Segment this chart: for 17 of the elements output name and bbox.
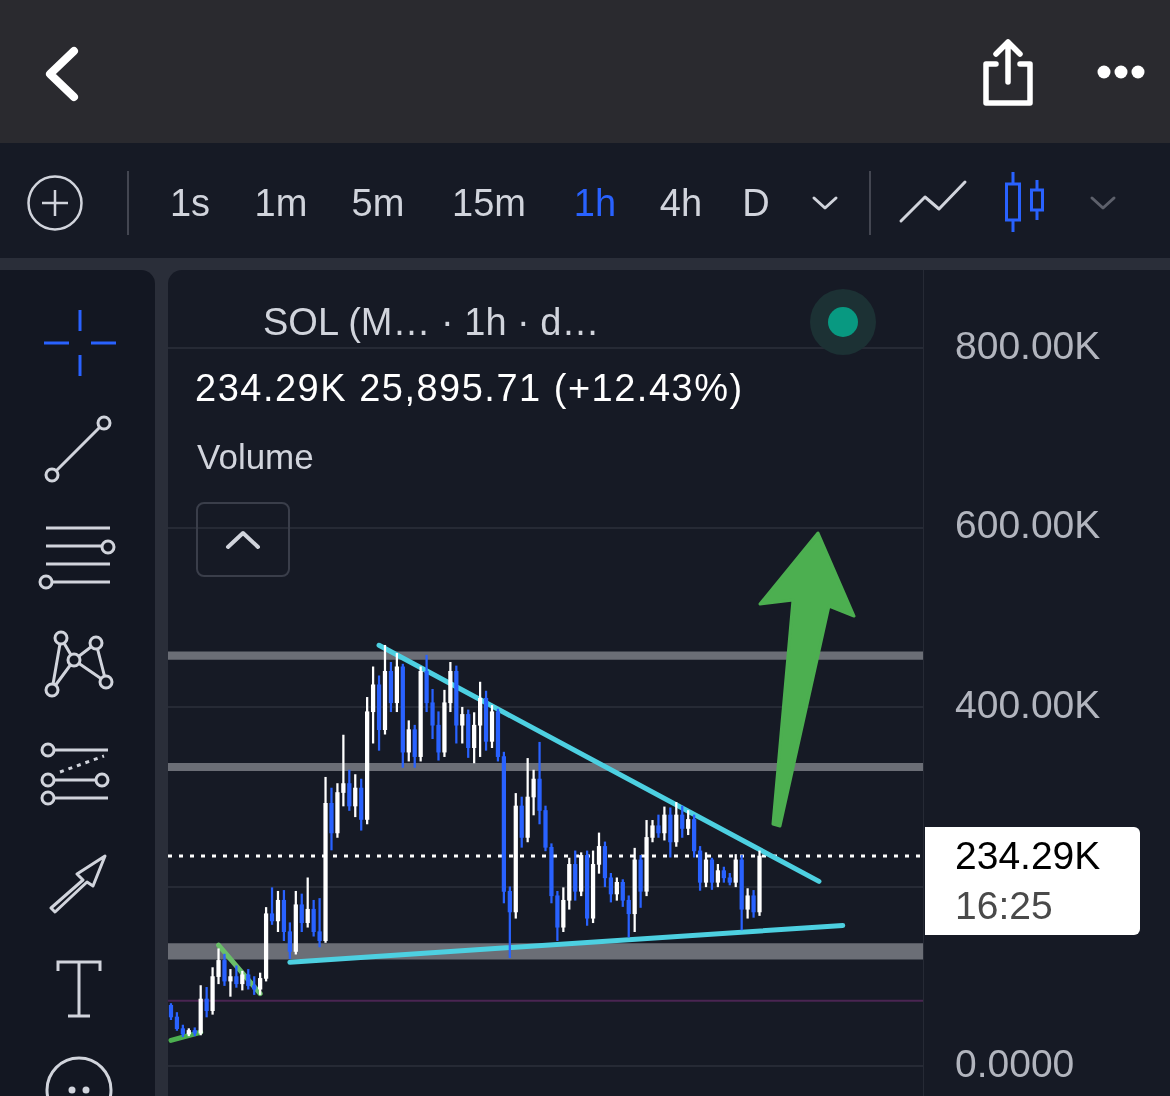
y-tick-label: 400.00K [955, 682, 1101, 726]
text: 4h [659, 181, 703, 225]
text: SOL (M… · 1h · d… [263, 300, 600, 344]
text: 16:25 [955, 883, 1053, 927]
text: 15m [452, 181, 526, 225]
y-tick-label: 600.00K [955, 503, 1101, 547]
text: 1h [573, 181, 617, 225]
candlestick [228, 969, 233, 997]
text: 1m [254, 181, 308, 225]
text: 5m [351, 181, 405, 225]
annotation: Volume [197, 436, 314, 478]
y-tick-label: 0.0000 [955, 1042, 1075, 1086]
text: 1s [169, 181, 211, 225]
y-tick-label: 800.00K [955, 323, 1101, 367]
ref-line-label: 234.29K [955, 833, 1101, 877]
text: 234.29K 25,895.71 (+12.43%) [195, 366, 744, 410]
text: D [742, 181, 770, 225]
